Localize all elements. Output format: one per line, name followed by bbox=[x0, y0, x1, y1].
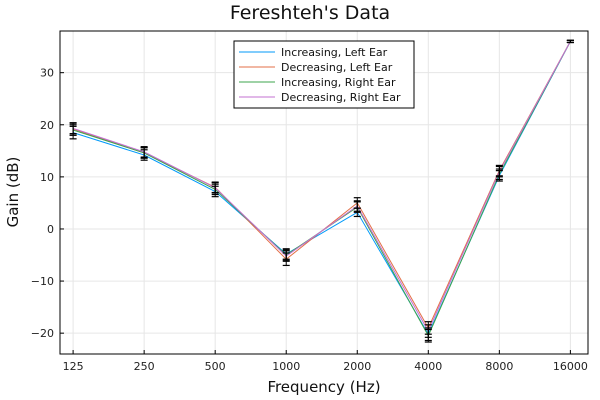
legend-label: Decreasing, Right Ear bbox=[281, 91, 401, 104]
error-bar bbox=[282, 250, 290, 262]
legend-label: Decreasing, Left Ear bbox=[281, 61, 393, 74]
y-tick-label: 10 bbox=[40, 171, 54, 184]
error-bar bbox=[566, 39, 574, 44]
legend-item: Increasing, Left Ear bbox=[239, 46, 388, 59]
legend-item: Decreasing, Left Ear bbox=[239, 61, 393, 74]
error-bar bbox=[353, 200, 361, 212]
x-tick-label: 125 bbox=[63, 360, 84, 373]
legend-label: Increasing, Left Ear bbox=[281, 46, 388, 59]
ticks: 125 250 500 1000 2000 4000 8000 16000 −20 −10 0 10 2… bbox=[31, 67, 588, 373]
legend: Increasing, Left Ear Decreasing, Left Ear… bbox=[233, 40, 415, 109]
x-tick-label: 2000 bbox=[343, 360, 371, 373]
error-bar bbox=[424, 324, 432, 338]
x-tick-label: 500 bbox=[205, 360, 226, 373]
error-bar bbox=[495, 165, 503, 178]
x-tick-label: 4000 bbox=[414, 360, 442, 373]
error-bar bbox=[69, 122, 77, 135]
y-tick-label: −20 bbox=[31, 327, 54, 340]
legend-item: Decreasing, Right Ear bbox=[239, 91, 401, 104]
series-layer bbox=[72, 41, 571, 337]
plot-area-frame bbox=[59, 30, 589, 355]
legend-label: Increasing, Right Ear bbox=[281, 76, 396, 89]
y-tick-label: 20 bbox=[40, 119, 54, 132]
x-tick-label: 1000 bbox=[272, 360, 300, 373]
series-line-4 bbox=[72, 41, 571, 333]
x-tick-label: 250 bbox=[134, 360, 155, 373]
y-tick-label: 30 bbox=[40, 67, 54, 80]
y-axis-title: Gain (dB) bbox=[4, 157, 22, 228]
error-bar bbox=[211, 182, 219, 194]
chart-title: Fereshteh's Data bbox=[230, 2, 390, 24]
x-tick-label: 16000 bbox=[553, 360, 588, 373]
error-bars bbox=[69, 39, 574, 343]
y-tick-label: −10 bbox=[31, 275, 54, 288]
y-tick-label: 0 bbox=[47, 223, 54, 236]
x-tick-label: 8000 bbox=[485, 360, 513, 373]
legend-item: Increasing, Right Ear bbox=[239, 76, 396, 89]
error-bar bbox=[140, 146, 148, 158]
x-axis-title: Frequency (Hz) bbox=[267, 378, 380, 396]
